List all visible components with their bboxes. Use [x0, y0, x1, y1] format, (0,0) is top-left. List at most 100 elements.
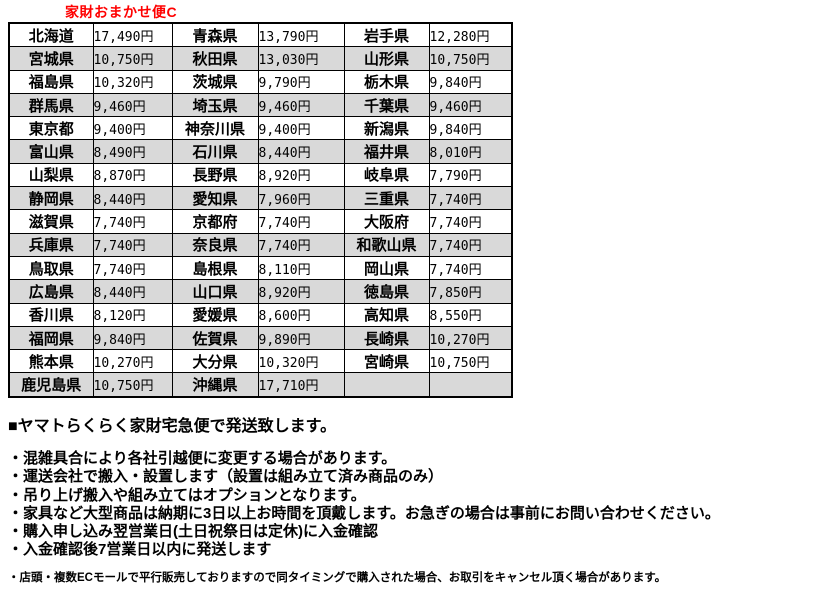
price-cell: 7,740円: [257, 209, 345, 234]
price-cell: 9,840円: [428, 69, 513, 94]
prefecture-cell: 京都府: [171, 209, 259, 234]
table-row: 滋賀県 7,740円 京都府 7,740円 大阪府 7,740円: [8, 209, 513, 234]
prefecture-cell: 千葉県: [343, 92, 430, 118]
price-cell: 9,890円: [257, 325, 345, 351]
prefecture-cell: 香川県: [8, 302, 94, 327]
price-cell: 9,840円: [428, 116, 513, 141]
prefecture-cell: 秋田県: [171, 46, 259, 71]
note-line: ・運送会社で搬入・設置します（設置は組み立て済み商品のみ）: [8, 468, 444, 486]
prefecture-cell: 沖縄県: [171, 372, 259, 398]
prefecture-cell: 福岡県: [8, 325, 94, 351]
price-cell: 10,270円: [428, 325, 513, 351]
price-cell: 9,790円: [257, 69, 345, 94]
table-row: 山梨県 8,870円 長野県 8,920円 岐阜県 7,790円: [8, 162, 513, 188]
price-cell: 8,440円: [92, 186, 173, 211]
price-cell: 9,460円: [92, 92, 173, 118]
price-cell: 8,920円: [257, 162, 345, 188]
price-cell: 10,750円: [92, 372, 173, 398]
prefecture-cell: 群馬県: [8, 92, 94, 118]
prefecture-cell: 兵庫県: [8, 232, 94, 257]
price-cell: 8,600円: [257, 302, 345, 327]
table-row: 福岡県 9,840円 佐賀県 9,890円 長崎県 10,270円: [8, 325, 513, 351]
prefecture-cell: 富山県: [8, 139, 94, 164]
price-cell: 8,120円: [92, 302, 173, 327]
prefecture-cell: 東京都: [8, 116, 94, 141]
note-line: ・混雑具合により各社引越便に変更する場合があります。: [8, 450, 397, 467]
prefecture-cell: 滋賀県: [8, 209, 94, 234]
prefecture-cell: 埼玉県: [171, 92, 259, 118]
prefecture-cell: 福井県: [343, 139, 430, 164]
table-row: 北海道 17,490円 青森県 13,790円 岩手県 12,280円: [8, 22, 513, 48]
note-line: ・家具など大型商品は納期に3日以上お時間を頂戴します。お急ぎの場合は事前にお問い…: [8, 504, 720, 522]
prefecture-cell: [343, 372, 430, 398]
prefecture-cell: 佐賀県: [171, 325, 259, 351]
prefecture-cell: 宮崎県: [343, 349, 430, 374]
price-cell: 10,750円: [92, 46, 173, 71]
prefecture-cell: 石川県: [171, 139, 259, 164]
prefecture-cell: 山梨県: [8, 162, 94, 188]
prefecture-cell: 高知県: [343, 302, 430, 327]
table-row: 兵庫県 7,740円 奈良県 7,740円 和歌山県 7,740円: [8, 232, 513, 257]
price-cell: 13,790円: [257, 22, 345, 48]
prefecture-cell: 福島県: [8, 69, 94, 94]
prefecture-cell: 大分県: [171, 349, 259, 374]
prefecture-cell: 神奈川県: [171, 116, 259, 141]
prefecture-cell: 鳥取県: [8, 255, 94, 281]
price-cell: 7,740円: [92, 255, 173, 281]
price-cell: 12,280円: [428, 22, 513, 48]
shipping-price-table: 北海道 17,490円 青森県 13,790円 岩手県 12,280円 宮城県 10,750円…: [8, 22, 513, 398]
price-cell: 10,320円: [257, 349, 345, 374]
prefecture-cell: 山形県: [343, 46, 430, 71]
price-cell: 10,750円: [428, 46, 513, 71]
table-row: 鹿児島県 10,750円 沖縄県 17,710円: [8, 372, 513, 398]
price-cell: 7,850円: [428, 279, 513, 304]
price-cell: 7,740円: [257, 232, 345, 257]
table-row: 香川県 8,120円 愛媛県 8,600円 高知県 8,550円: [8, 302, 513, 327]
prefecture-cell: 和歌山県: [343, 232, 430, 257]
price-cell: 17,710円: [257, 372, 345, 398]
table-row: 熊本県 10,270円 大分県 10,320円 宮崎県 10,750円: [8, 349, 513, 374]
prefecture-cell: 愛知県: [171, 186, 259, 211]
price-cell: 9,460円: [257, 92, 345, 118]
price-cell: 9,400円: [257, 116, 345, 141]
prefecture-cell: 熊本県: [8, 349, 94, 374]
note-line: ・入金確認後7営業日以内に発送します: [8, 541, 272, 559]
note-line: ・購入申し込み翌営業日(土日祝祭日は定休)に入金確認: [8, 523, 378, 541]
prefecture-cell: 三重県: [343, 186, 430, 211]
price-cell: 8,110円: [257, 255, 345, 281]
price-cell: 7,740円: [428, 186, 513, 211]
prefecture-cell: 栃木県: [343, 69, 430, 94]
price-cell: 7,740円: [428, 232, 513, 257]
prefecture-cell: 長崎県: [343, 325, 430, 351]
table-row: 広島県 8,440円 山口県 8,920円 徳島県 7,850円: [8, 279, 513, 304]
price-cell: 8,870円: [92, 162, 173, 188]
price-cell: 9,840円: [92, 325, 173, 351]
prefecture-cell: 新潟県: [343, 116, 430, 141]
price-cell: 13,030円: [257, 46, 345, 71]
shipping-notes: ■ヤマトらくらく家財宅急便で発送致します。 ・混雑具合により各社引越便に変更する…: [8, 412, 818, 585]
table-row: 富山県 8,490円 石川県 8,440円 福井県 8,010円: [8, 139, 513, 164]
prefecture-cell: 鹿児島県: [8, 372, 94, 398]
table-row: 東京都 9,400円 神奈川県 9,400円 新潟県 9,840円: [8, 116, 513, 141]
notes-heading: ■ヤマトらくらく家財宅急便で発送致します。: [8, 418, 337, 435]
price-cell: 7,960円: [257, 186, 345, 211]
price-cell: 8,440円: [257, 139, 345, 164]
table-row: 福島県 10,320円 茨城県 9,790円 栃木県 9,840円: [8, 69, 513, 94]
price-cell: 7,740円: [428, 255, 513, 281]
prefecture-cell: 奈良県: [171, 232, 259, 257]
prefecture-cell: 岐阜県: [343, 162, 430, 188]
table-row: 群馬県 9,460円 埼玉県 9,460円 千葉県 9,460円: [8, 92, 513, 118]
price-cell: 17,490円: [92, 22, 173, 48]
price-cell: 10,750円: [428, 349, 513, 374]
table-row: 鳥取県 7,740円 島根県 8,110円 岡山県 7,740円: [8, 255, 513, 281]
prefecture-cell: 大阪府: [343, 209, 430, 234]
prefecture-cell: 岡山県: [343, 255, 430, 281]
prefecture-cell: 静岡県: [8, 186, 94, 211]
prefecture-cell: 愛媛県: [171, 302, 259, 327]
price-cell: 8,550円: [428, 302, 513, 327]
prefecture-cell: 山口県: [171, 279, 259, 304]
price-cell: 8,490円: [92, 139, 173, 164]
price-cell: 9,460円: [428, 92, 513, 118]
price-cell: 7,740円: [92, 232, 173, 257]
